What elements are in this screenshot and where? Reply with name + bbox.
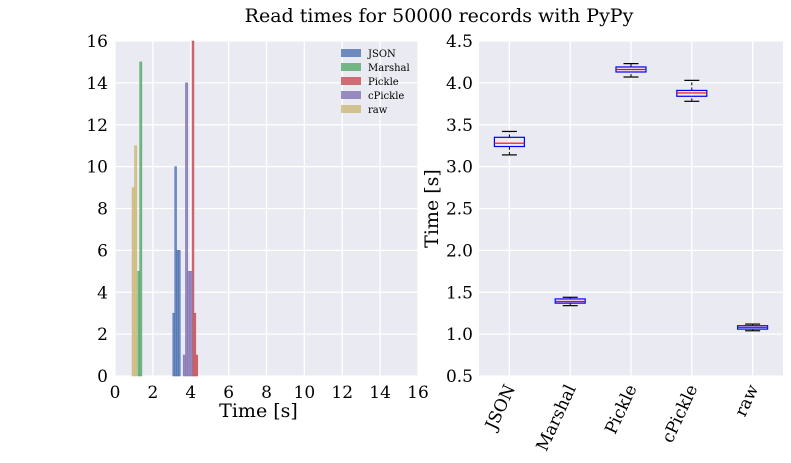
histogram-bar-JSON: [172, 312, 175, 377]
y-tick-label: 2: [97, 325, 108, 345]
legend-swatch-cPickle: [341, 91, 361, 99]
x-tick-label: Pickle: [601, 382, 641, 438]
histogram-bar-JSON: [174, 166, 177, 377]
histogram-bar-cPickle: [189, 271, 193, 377]
legend-label-raw: raw: [368, 105, 388, 116]
x-tick-label: 4: [185, 383, 196, 403]
y-tick-label: 6: [97, 241, 108, 261]
legend-label-cPickle: cPickle: [368, 91, 404, 102]
y-tick-label: 4.0: [446, 74, 473, 94]
histogram-bar-Pickle: [193, 312, 197, 377]
y-tick-label: 2.5: [446, 200, 473, 220]
x-tick-label: raw: [731, 381, 763, 420]
histogram-bar-raw: [134, 145, 138, 377]
y-tick-label: 12: [86, 116, 108, 136]
histogram-bar-Pickle: [195, 354, 199, 377]
y-tick-label: 16: [86, 32, 108, 52]
x-tick-label: 10: [294, 383, 316, 403]
x-tick-label: 0: [110, 383, 121, 403]
legend-label-Marshal: Marshal: [368, 63, 410, 74]
histogram-bar-raw: [131, 187, 135, 377]
y-tick-label: 1.5: [446, 283, 473, 303]
legend-label-JSON: JSON: [367, 49, 396, 60]
y-axis-label: Time [s]: [421, 169, 443, 248]
histogram-bar-Marshal: [139, 61, 143, 377]
x-tick-label: 6: [223, 383, 234, 403]
histogram-bar-Pickle: [191, 40, 195, 377]
y-tick-label: 0.5: [446, 367, 473, 387]
x-axis-label: Time [s]: [219, 400, 298, 422]
y-tick-label: 4.5: [446, 32, 473, 52]
legend-swatch-Pickle: [341, 77, 361, 85]
x-tick-label: JSON: [481, 382, 520, 435]
histogram-bar-cPickle: [182, 354, 186, 377]
y-tick-label: 2.0: [446, 241, 473, 261]
box-JSON: [493, 136, 525, 148]
figure-title: Read times for 50000 records with PyPy: [245, 5, 634, 27]
histogram-bar-JSON: [176, 250, 179, 377]
histogram-bar-cPickle: [185, 82, 188, 377]
x-tick-label: 14: [369, 383, 391, 403]
legend-swatch-Marshal: [341, 63, 361, 71]
y-tick-label: 14: [86, 74, 108, 94]
y-tick-label: 8: [97, 200, 108, 220]
histogram-bar-Marshal: [137, 271, 140, 377]
x-tick-label: 12: [331, 383, 353, 403]
y-tick-label: 1.0: [446, 325, 473, 345]
y-tick-label: 3.5: [446, 116, 473, 136]
y-tick-label: 3.0: [446, 158, 473, 178]
y-tick-label: 0: [97, 367, 108, 387]
legend-swatch-raw: [341, 105, 361, 113]
y-tick-label: 10: [86, 158, 108, 178]
legend-label-Pickle: Pickle: [368, 77, 399, 88]
x-tick-label: 8: [261, 383, 272, 403]
y-tick-label: 4: [97, 283, 108, 303]
legend-swatch-JSON: [341, 49, 361, 57]
x-tick-label: 16: [407, 383, 429, 403]
histogram-bar-JSON: [178, 250, 181, 377]
x-tick-label: Marshal: [533, 382, 581, 455]
histogram-bar-cPickle: [187, 271, 191, 377]
x-tick-label: 2: [147, 383, 158, 403]
x-tick-label: cPickle: [658, 382, 702, 446]
boxplot-axes: 0.5 1.0 1.5 2.0 2.5 3.0 3.5 4.0 4.5 JSON Marshal Pi…: [421, 32, 783, 454]
histogram-axes: 0 2 4 6 8 10 12 14 16 0 2 4 6 8 10 12 14 16 Time [s] JSON Ma…: [86, 32, 428, 422]
